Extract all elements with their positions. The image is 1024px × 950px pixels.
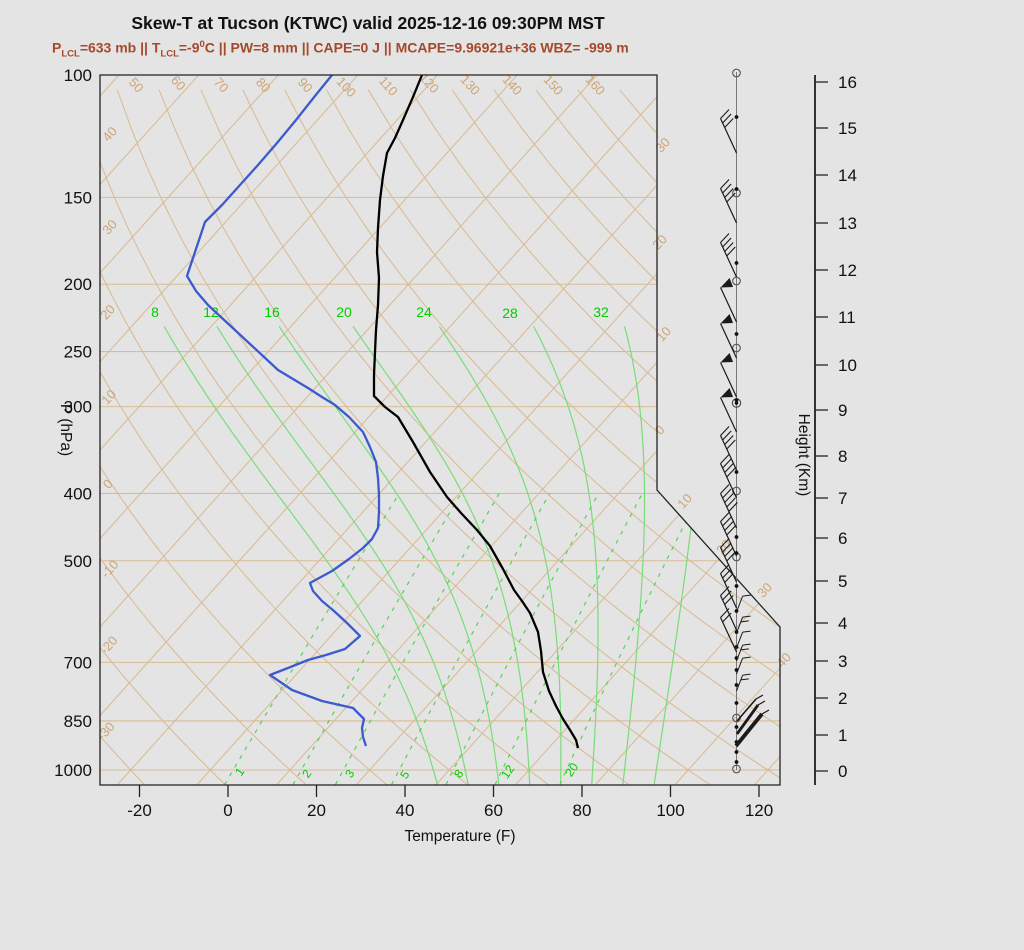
svg-text:16: 16 (838, 73, 857, 92)
svg-text:300: 300 (64, 398, 92, 417)
svg-text:20: 20 (562, 760, 581, 779)
svg-text:-30: -30 (94, 719, 118, 743)
svg-text:130: 130 (458, 72, 484, 98)
svg-text:8: 8 (151, 304, 159, 320)
svg-text:6: 6 (838, 529, 847, 548)
svg-text:200: 200 (64, 275, 92, 294)
svg-text:1000: 1000 (54, 761, 92, 780)
svg-text:40: 40 (99, 124, 120, 145)
height-axis-title: Height (Km) (795, 414, 812, 497)
svg-text:100: 100 (656, 801, 684, 820)
svg-text:7: 7 (838, 489, 847, 508)
svg-text:1: 1 (232, 765, 247, 779)
dewpoint-curve (185, 75, 381, 747)
sounding-curves (185, 75, 580, 749)
svg-text:50: 50 (126, 75, 147, 96)
plot-border (99, 74, 781, 786)
svg-text:16: 16 (264, 304, 280, 320)
svg-text:40: 40 (773, 650, 794, 671)
svg-text:80: 80 (573, 801, 592, 820)
svg-text:160: 160 (583, 72, 609, 98)
svg-text:8: 8 (838, 447, 847, 466)
svg-text:120: 120 (745, 801, 773, 820)
svg-text:10: 10 (838, 356, 857, 375)
svg-text:12: 12 (203, 304, 219, 320)
x-axis-title: Temperature (F) (404, 828, 515, 845)
svg-text:28: 28 (502, 305, 518, 321)
svg-text:32: 32 (593, 304, 609, 320)
svg-text:3: 3 (342, 767, 357, 781)
svg-text:60: 60 (484, 801, 503, 820)
svg-text:400: 400 (64, 484, 92, 503)
svg-text:700: 700 (64, 653, 92, 672)
grid-labels: 50 60 70 80 90 100 110 120 130 140 150 160403020100… (94, 70, 794, 782)
svg-text:100: 100 (64, 66, 92, 85)
svg-text:0: 0 (223, 801, 232, 820)
parameter-text: 0 (199, 39, 205, 50)
svg-text:140: 140 (500, 72, 526, 98)
svg-text:4: 4 (838, 614, 847, 633)
svg-text:150: 150 (64, 188, 92, 207)
svg-text:12: 12 (498, 762, 517, 781)
parameter-text: P (52, 39, 62, 56)
svg-text:80: 80 (253, 75, 274, 96)
parameter-text: LCL (61, 48, 80, 60)
svg-text:2: 2 (299, 767, 314, 781)
svg-text:70: 70 (211, 75, 232, 96)
parameter-text: =-9 (178, 39, 200, 56)
svg-text:110: 110 (376, 73, 401, 98)
svg-text:13: 13 (838, 214, 857, 233)
svg-text:12: 12 (838, 261, 857, 280)
svg-text:20: 20 (307, 801, 326, 820)
grid-lines (100, 75, 780, 785)
chart-title: Skew-T at Tucson (KTWC) valid 2025-12-16… (131, 13, 605, 33)
svg-text:9: 9 (838, 401, 847, 420)
svg-text:24: 24 (416, 304, 432, 320)
svg-text:20: 20 (336, 304, 352, 320)
parameter-text: LCL (160, 48, 179, 60)
svg-text:11: 11 (838, 308, 856, 327)
svg-text:10: 10 (98, 387, 119, 408)
svg-text:30: 30 (652, 135, 673, 156)
svg-text:90: 90 (295, 75, 316, 96)
svg-text:30: 30 (754, 580, 775, 601)
svg-text:-20: -20 (127, 801, 152, 820)
svg-text:8: 8 (451, 767, 466, 781)
parameter-text: =633 mb || T (79, 39, 161, 56)
svg-text:30: 30 (99, 217, 120, 238)
svg-text:10: 10 (674, 491, 695, 512)
svg-text:15: 15 (838, 119, 857, 138)
svg-text:5: 5 (838, 572, 847, 591)
svg-text:850: 850 (64, 712, 92, 731)
svg-text:20: 20 (649, 232, 670, 253)
svg-text:3: 3 (838, 652, 847, 671)
chart-parameters-line: PLCL=633 mb || TLCL=-90C || PW=8 mm || C… (52, 39, 629, 59)
parameter-text: C || PW=8 mm || CAPE=0 J || MCAPE=9.9692… (204, 39, 629, 56)
svg-text:60: 60 (168, 73, 189, 94)
wind-barb-column (719, 68, 770, 774)
temperature-curve (372, 75, 580, 749)
svg-text:150: 150 (541, 72, 567, 98)
svg-text:14: 14 (838, 166, 857, 185)
svg-text:0: 0 (838, 762, 847, 781)
svg-text:40: 40 (396, 801, 415, 820)
svg-text:500: 500 (64, 552, 92, 571)
svg-text:2: 2 (838, 689, 847, 708)
svg-text:250: 250 (64, 343, 92, 362)
svg-text:1: 1 (838, 726, 847, 745)
svg-text:0: 0 (652, 422, 668, 437)
svg-text:120: 120 (417, 70, 443, 96)
pressure-axis-title: P (hPa) (57, 404, 74, 456)
